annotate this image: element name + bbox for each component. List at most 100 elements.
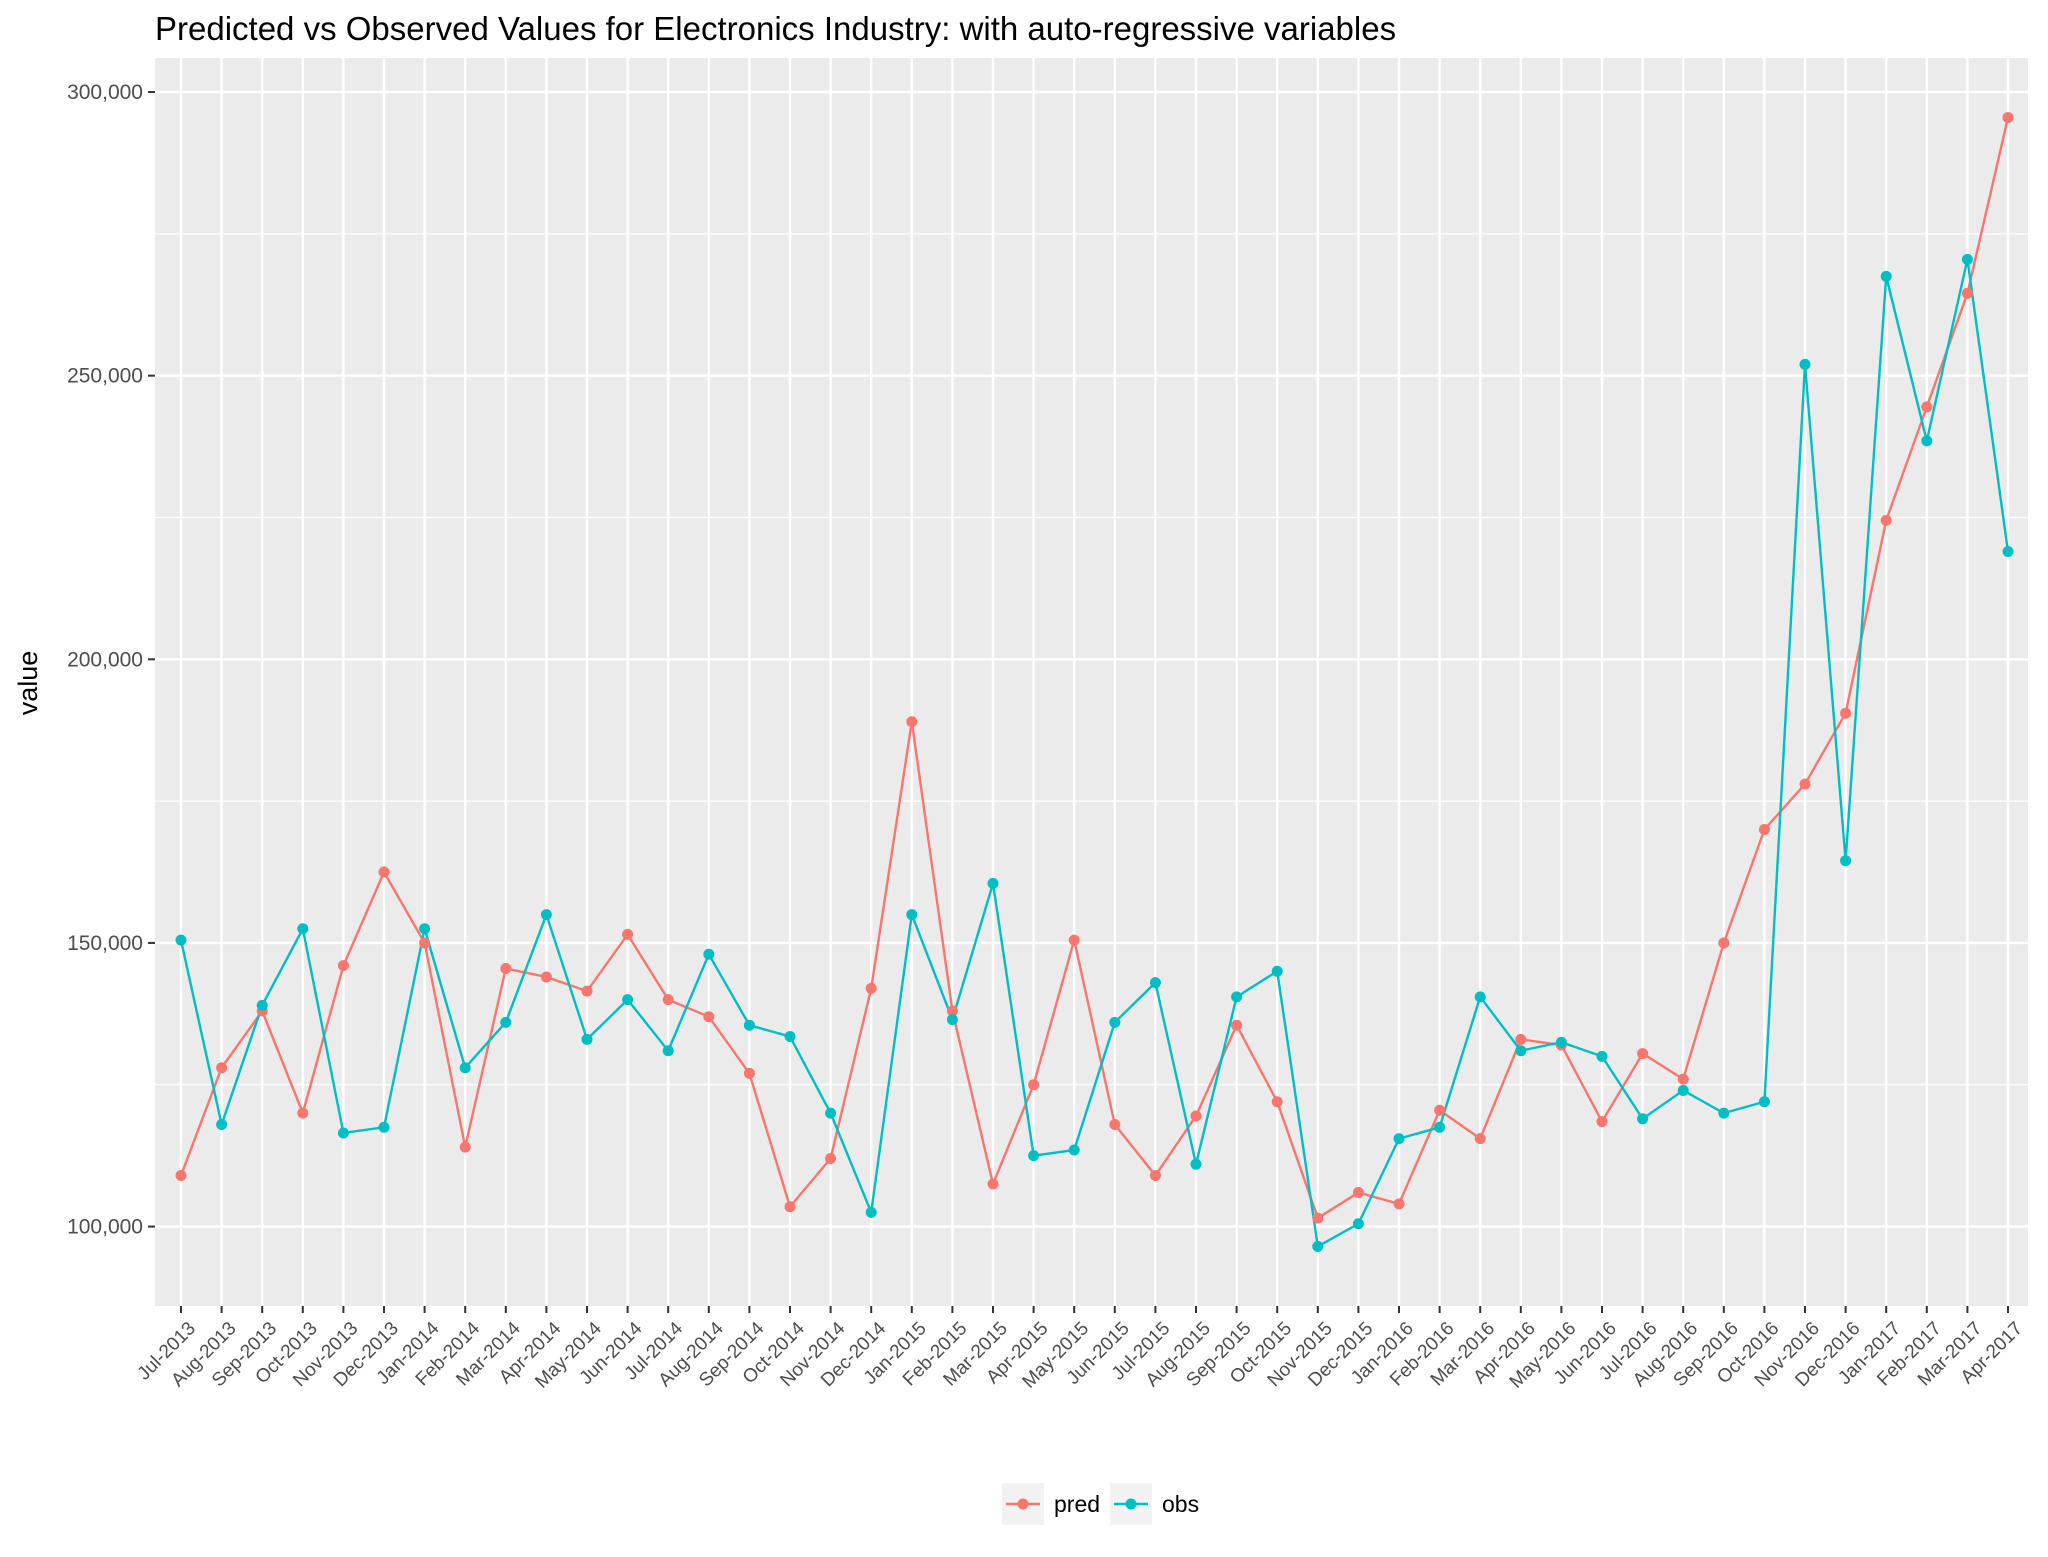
data-point-obs <box>1921 435 1933 447</box>
data-point-pred <box>1312 1212 1324 1224</box>
data-point-pred <box>540 971 552 983</box>
data-point-obs <box>1474 991 1486 1003</box>
data-point-pred <box>2002 112 2014 124</box>
data-point-obs <box>581 1033 593 1045</box>
plot-panel <box>155 58 2028 1306</box>
legend-label-obs: obs <box>1162 1491 1199 1517</box>
data-point-pred <box>662 994 674 1006</box>
y-tick-label: 150,000 <box>67 932 143 955</box>
series-line-pred <box>179 117 2010 1220</box>
data-point-obs <box>1068 1144 1080 1156</box>
data-point-pred <box>1677 1073 1689 1085</box>
legend: pred obs <box>1002 1483 1199 1525</box>
data-point-obs <box>500 1016 512 1028</box>
data-point-obs <box>703 948 715 960</box>
data-point-pred <box>1068 934 1080 946</box>
data-point-obs <box>1758 1096 1770 1108</box>
data-point-obs <box>1799 358 1811 370</box>
data-point-pred <box>1961 287 1973 299</box>
data-point-pred <box>1190 1110 1202 1122</box>
data-point-pred <box>1149 1170 1161 1182</box>
y-tick-label: 100,000 <box>67 1216 143 1239</box>
data-point-obs <box>256 999 268 1011</box>
gridlines <box>155 58 2028 1306</box>
data-point-pred <box>865 982 877 994</box>
data-point-pred <box>1393 1198 1405 1210</box>
data-point-obs <box>1393 1133 1405 1145</box>
data-point-pred <box>1352 1187 1364 1199</box>
data-point-pred <box>378 866 390 878</box>
y-tick-label: 250,000 <box>67 365 143 388</box>
data-point-pred <box>906 716 918 728</box>
data-point-pred <box>297 1107 309 1119</box>
data-point-pred <box>784 1201 796 1213</box>
data-point-pred <box>1109 1118 1121 1130</box>
data-point-obs <box>865 1206 877 1218</box>
data-point-obs <box>1190 1158 1202 1170</box>
data-point-obs <box>1596 1050 1608 1062</box>
series-lines <box>179 117 2010 1248</box>
y-tick-label: 200,000 <box>67 648 143 671</box>
data-point-pred <box>1271 1096 1283 1108</box>
data-point-pred <box>1637 1048 1649 1060</box>
data-point-obs <box>297 923 309 935</box>
data-point-pred <box>1434 1104 1446 1116</box>
data-point-obs <box>1271 965 1283 977</box>
data-point-obs <box>1028 1150 1040 1162</box>
data-point-obs <box>337 1127 349 1139</box>
data-point-obs <box>2002 546 2014 558</box>
data-point-obs <box>1555 1036 1567 1048</box>
data-point-obs <box>906 909 918 921</box>
data-point-pred <box>1515 1033 1527 1045</box>
data-point-pred <box>1840 707 1852 719</box>
data-point-obs <box>1109 1016 1121 1028</box>
legend-label-pred: pred <box>1054 1491 1100 1517</box>
data-point-pred <box>1880 514 1892 526</box>
data-point-obs <box>1840 855 1852 867</box>
data-point-obs <box>540 909 552 921</box>
series-points <box>175 112 2014 1252</box>
data-point-pred <box>987 1178 999 1190</box>
y-axis-title: value <box>13 651 43 716</box>
legend-point-pred <box>1017 1498 1029 1510</box>
data-point-pred <box>1596 1116 1608 1128</box>
data-point-pred <box>1231 1019 1243 1031</box>
data-point-obs <box>622 994 634 1006</box>
data-point-pred <box>1718 937 1730 949</box>
chart-title: Predicted vs Observed Values for Electro… <box>155 10 1396 47</box>
data-point-obs <box>1880 270 1892 282</box>
data-point-pred <box>622 928 634 940</box>
data-point-pred <box>1028 1079 1040 1091</box>
data-point-obs <box>1637 1113 1649 1125</box>
data-point-obs <box>1312 1240 1324 1252</box>
data-point-obs <box>987 877 999 889</box>
data-point-obs <box>175 934 187 946</box>
data-point-obs <box>1718 1107 1730 1119</box>
data-point-pred <box>946 1005 958 1017</box>
data-point-obs <box>1677 1084 1689 1096</box>
data-point-obs <box>459 1062 471 1074</box>
data-point-obs <box>743 1019 755 1031</box>
y-axis: 100,000 150,000 200,000 250,000 300,000 <box>67 81 155 1239</box>
data-point-pred <box>216 1062 228 1074</box>
data-point-obs <box>216 1118 228 1130</box>
data-point-pred <box>743 1067 755 1079</box>
data-point-obs <box>825 1107 837 1119</box>
data-point-pred <box>1921 401 1933 413</box>
x-axis: Jul-2013Aug-2013Sep-2013Oct-2013Nov-2013… <box>134 1306 2027 1393</box>
data-point-pred <box>825 1153 837 1165</box>
data-point-pred <box>419 937 431 949</box>
data-point-obs <box>1352 1218 1364 1230</box>
legend-point-obs <box>1125 1498 1137 1510</box>
data-point-pred <box>1799 778 1811 790</box>
data-point-obs <box>419 923 431 935</box>
data-point-obs <box>1231 991 1243 1003</box>
series-line-obs <box>179 258 2010 1248</box>
data-point-obs <box>1149 977 1161 989</box>
data-point-obs <box>662 1045 674 1057</box>
data-point-obs <box>1434 1121 1446 1133</box>
y-tick-label: 300,000 <box>67 81 143 104</box>
data-point-pred <box>175 1170 187 1182</box>
data-point-pred <box>1758 823 1770 835</box>
